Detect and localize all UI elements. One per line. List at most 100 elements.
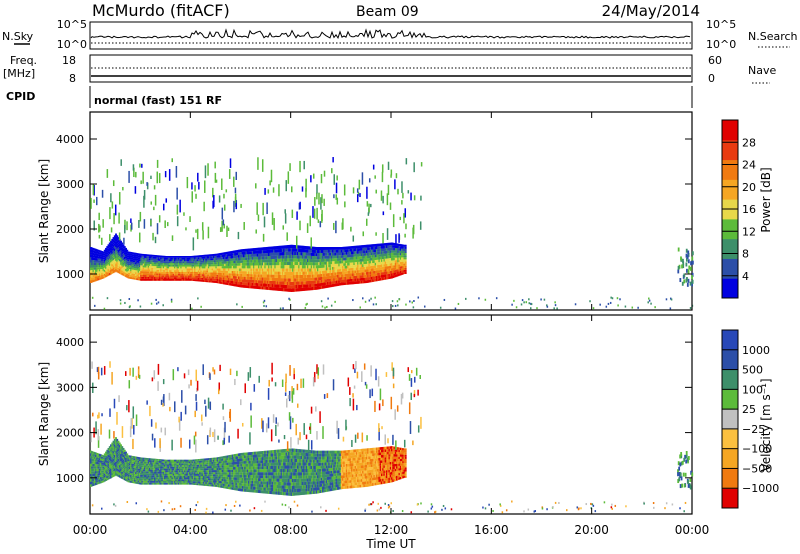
- scatter-cell: [377, 246, 380, 250]
- scatter-cell: [344, 252, 347, 255]
- scatter-cell: [243, 271, 245, 274]
- scatter-cell: [150, 273, 153, 276]
- scatter-cell: [349, 262, 352, 266]
- scatter-cell: [130, 259, 132, 262]
- scatter-cell: [128, 306, 131, 309]
- scatter-cell: [102, 266, 105, 269]
- scatter-cell: [360, 256, 363, 259]
- scatter-cell: [126, 463, 129, 466]
- scatter-cell: [131, 273, 134, 276]
- scatter-cell: [232, 275, 235, 279]
- scatter-cell: [107, 468, 110, 471]
- scatter-cell: [325, 264, 328, 268]
- scatter-cell: [115, 269, 117, 272]
- scatter-cell: [683, 279, 686, 284]
- scatter-cell: [343, 249, 346, 253]
- scatter-cell: [111, 248, 114, 252]
- scatter-cell: [393, 275, 396, 278]
- scatter-cell: [155, 273, 158, 276]
- scatter-cell: [92, 468, 95, 472]
- scatter-cell: [295, 255, 298, 259]
- scatter-cell: [205, 280, 208, 283]
- scatter-cell: [126, 263, 129, 266]
- scatter-cell: [122, 266, 125, 270]
- scatter-cell: [95, 269, 97, 272]
- scatter-cell: [153, 473, 156, 476]
- scatter-cell: [179, 264, 181, 267]
- scatter-cell: [353, 273, 356, 276]
- scatter-cell: [142, 474, 145, 477]
- scatter-cell: [156, 269, 159, 272]
- scatter-cell: [305, 287, 308, 291]
- scatter-cell: [138, 265, 141, 268]
- scatter-cell: [372, 260, 375, 264]
- scatter-cell: [384, 245, 387, 249]
- scatter-cell: [251, 253, 254, 257]
- scatter-cell: [228, 169, 231, 179]
- scatter-cell: [349, 254, 352, 258]
- scatter-cell: [147, 278, 150, 281]
- scatter-cell: [145, 275, 148, 277]
- scatter-cell: [232, 278, 235, 282]
- scatter-cell: [281, 281, 284, 285]
- scatter-cell: [401, 270, 403, 273]
- nsky-tick-top: 10^5: [57, 18, 87, 31]
- scatter-cell: [170, 468, 173, 471]
- scatter-cell: [100, 273, 102, 276]
- scatter-cell: [127, 459, 130, 462]
- scatter-cell: [235, 270, 238, 274]
- scatter-cell: [401, 253, 403, 256]
- scatter-cell: [296, 211, 298, 220]
- scatter-cell: [303, 261, 306, 266]
- scatter-cell: [93, 274, 96, 277]
- scatter-cell: [387, 268, 390, 272]
- scatter-cell: [397, 252, 400, 256]
- scatter-cell: [136, 270, 139, 273]
- scatter-cell: [172, 261, 175, 264]
- scatter-cell: [344, 260, 347, 264]
- scatter-cell: [128, 459, 131, 462]
- scatter-cell: [156, 480, 159, 483]
- scatter-cell: [298, 274, 301, 279]
- scatter-cell: [321, 194, 323, 204]
- scatter-cell: [97, 479, 100, 482]
- scatter-cell: [127, 257, 130, 260]
- scatter-cell: [156, 464, 159, 467]
- scatter-cell: [221, 266, 224, 269]
- scatter-cell: [127, 253, 130, 256]
- scatter-cell: [146, 477, 149, 479]
- scatter-cell: [142, 457, 145, 460]
- scatter-cell: [187, 268, 190, 271]
- scatter-cell: [166, 477, 169, 480]
- scatter-cell: [93, 253, 96, 256]
- scatter-cell: [309, 262, 312, 266]
- freq-panel: Freq. [MHz] 18 8 60 0 Nave: [3, 54, 776, 85]
- scatter-cell: [293, 265, 296, 269]
- scatter-cell: [107, 454, 110, 458]
- scatter-cell: [169, 273, 171, 276]
- scatter-cell: [140, 278, 143, 281]
- scatter-cell: [222, 219, 225, 226]
- scatter-cell: [101, 478, 104, 481]
- scatter-cell: [244, 273, 247, 277]
- scatter-cell: [150, 480, 153, 483]
- scatter-cell: [133, 477, 136, 480]
- scatter-cell: [270, 255, 273, 260]
- scatter-cell: [141, 474, 144, 477]
- scatter-cell: [315, 283, 318, 287]
- scatter-cell: [365, 247, 368, 251]
- scatter-cell: [100, 258, 102, 261]
- scatter-cell: [260, 286, 263, 290]
- scatter-cell: [369, 271, 372, 275]
- scatter-cell: [121, 448, 124, 451]
- scatter-cell: [165, 261, 168, 264]
- scatter-cell: [335, 272, 338, 275]
- scatter-cell: [388, 247, 391, 251]
- scatter-cell: [186, 266, 189, 269]
- scatter-cell: [98, 252, 101, 255]
- scatter-cell: [293, 261, 296, 266]
- scatter-cell: [258, 247, 260, 251]
- scatter-cell: [352, 262, 354, 266]
- scatter-cell: [365, 272, 368, 275]
- scatter-cell: [171, 277, 174, 279]
